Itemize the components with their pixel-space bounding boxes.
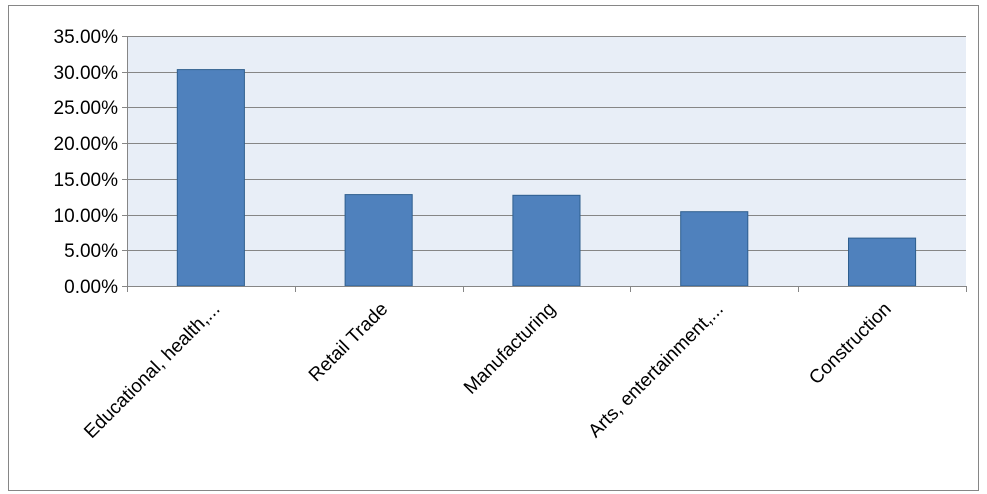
bar-1 (176, 69, 245, 287)
y-tick-label: 10.00% (54, 206, 119, 227)
bar-5 (848, 237, 917, 287)
bar-3 (512, 194, 581, 287)
y-tick-label: 15.00% (54, 170, 119, 191)
y-tick-label: 30.00% (54, 63, 119, 84)
y-tick-labels: 0.00% 5.00% 10.00% 15.00% 20.00% 25.00% 30.00%… (54, 27, 119, 298)
bar-2 (344, 194, 413, 287)
bar-4 (680, 211, 749, 287)
y-tick-label: 35.00% (54, 27, 119, 48)
bars (176, 69, 917, 287)
axes (127, 36, 967, 292)
y-tick-label: 0.00% (64, 277, 118, 298)
y-tick-label: 20.00% (54, 134, 119, 155)
y-tick-label: 5.00% (64, 241, 118, 262)
y-tick-label: 25.00% (54, 98, 119, 119)
